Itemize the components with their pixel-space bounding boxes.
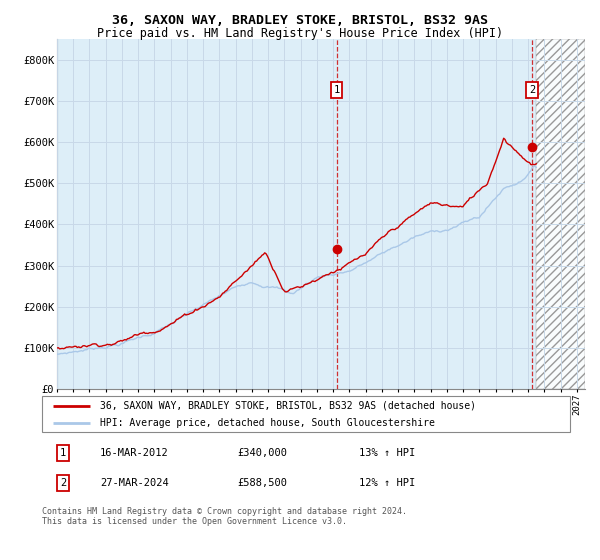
Text: Price paid vs. HM Land Registry's House Price Index (HPI): Price paid vs. HM Land Registry's House … xyxy=(97,27,503,40)
Text: 16-MAR-2012: 16-MAR-2012 xyxy=(100,448,169,458)
Text: 2: 2 xyxy=(529,85,535,95)
Text: HPI: Average price, detached house, South Gloucestershire: HPI: Average price, detached house, Sout… xyxy=(100,418,435,428)
Text: 1: 1 xyxy=(60,448,66,458)
Bar xyxy=(536,39,585,389)
Text: 13% ↑ HPI: 13% ↑ HPI xyxy=(359,448,415,458)
FancyBboxPatch shape xyxy=(42,396,570,432)
Text: 36, SAXON WAY, BRADLEY STOKE, BRISTOL, BS32 9AS: 36, SAXON WAY, BRADLEY STOKE, BRISTOL, B… xyxy=(112,14,488,27)
Text: £588,500: £588,500 xyxy=(238,478,287,488)
Text: 27-MAR-2024: 27-MAR-2024 xyxy=(100,478,169,488)
Text: 1: 1 xyxy=(334,85,340,95)
Text: Contains HM Land Registry data © Crown copyright and database right 2024.
This d: Contains HM Land Registry data © Crown c… xyxy=(42,507,407,526)
Text: 2: 2 xyxy=(60,478,66,488)
Text: 12% ↑ HPI: 12% ↑ HPI xyxy=(359,478,415,488)
Text: 36, SAXON WAY, BRADLEY STOKE, BRISTOL, BS32 9AS (detached house): 36, SAXON WAY, BRADLEY STOKE, BRISTOL, B… xyxy=(100,401,476,410)
Bar xyxy=(536,39,585,389)
Text: £340,000: £340,000 xyxy=(238,448,287,458)
